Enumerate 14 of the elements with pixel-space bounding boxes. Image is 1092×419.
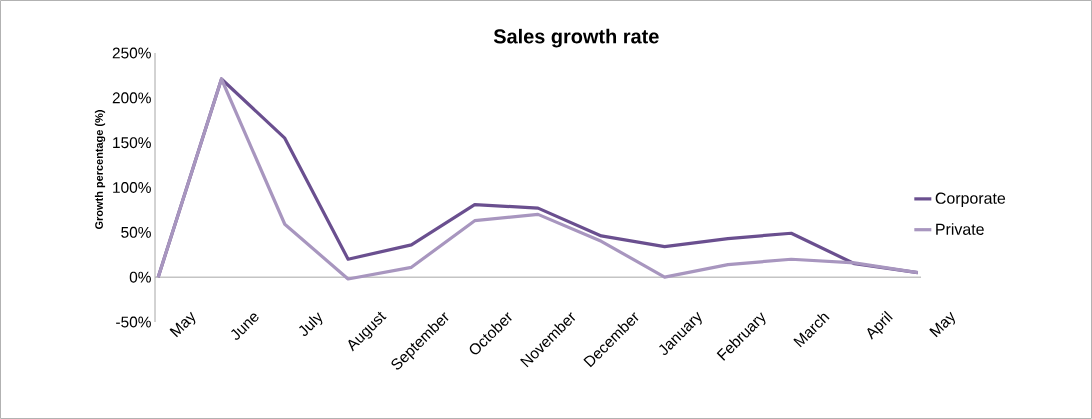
y-tick-label: 150% [113, 137, 151, 149]
y-tick-label: 50% [121, 226, 151, 238]
y-tick-label: 100% [113, 182, 151, 193]
x-tick-label: May [169, 311, 196, 338]
legend-label: Private [936, 223, 984, 235]
y-tick-label: 250% [112, 47, 151, 59]
y-tick-label: 200% [112, 92, 151, 104]
x-tick-label: July [299, 312, 323, 337]
y-axis-title: Growth percentage (%) [94, 110, 106, 230]
x-tick-label: May [929, 311, 956, 338]
y-tick-label: -50% [116, 316, 151, 328]
chart-title: Sales growth rate [493, 28, 659, 48]
legend-label: Corporate [935, 192, 1006, 208]
y-tick-label: 0% [129, 271, 151, 283]
